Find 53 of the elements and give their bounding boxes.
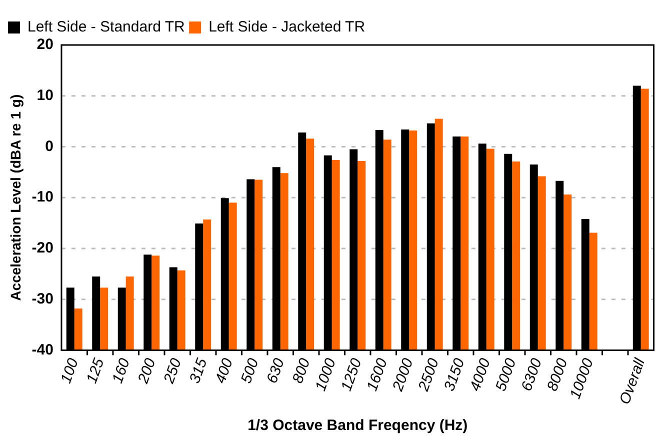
y-tick-label: -10 bbox=[32, 188, 54, 206]
bar bbox=[126, 276, 134, 350]
x-tick-label: 3150 bbox=[440, 356, 469, 394]
x-tick-label: 1250 bbox=[338, 356, 366, 394]
x-tick-label: 2000 bbox=[389, 356, 418, 394]
legend-label: Left Side - Standard TR bbox=[28, 18, 185, 36]
y-tick-label: -40 bbox=[32, 341, 54, 358]
x-tick-label: 315 bbox=[186, 356, 212, 386]
y-tick-label: -20 bbox=[32, 240, 54, 257]
bar bbox=[589, 232, 598, 350]
x-tick-label: 160 bbox=[109, 356, 134, 386]
bar bbox=[254, 180, 263, 350]
bar bbox=[409, 130, 418, 350]
x-tick-label: 125 bbox=[83, 356, 108, 386]
bar bbox=[640, 88, 649, 350]
bar bbox=[383, 140, 392, 350]
y-tick-label: 0 bbox=[45, 138, 54, 155]
bar bbox=[434, 118, 443, 350]
bar bbox=[358, 160, 366, 350]
bar bbox=[460, 136, 469, 350]
x-tick-label: 100 bbox=[58, 356, 82, 386]
x-tick-label: Overall bbox=[616, 356, 649, 407]
x-tick-label: 2500 bbox=[414, 356, 443, 394]
x-tick-label: 630 bbox=[264, 356, 288, 386]
bar bbox=[228, 202, 237, 350]
bar bbox=[280, 173, 288, 350]
bar bbox=[332, 160, 340, 350]
x-tick-label: 5000 bbox=[492, 356, 520, 394]
bar bbox=[306, 138, 314, 350]
bar bbox=[177, 270, 186, 350]
x-axis-title: 1/3 Octave Band Freqency (Hz) bbox=[248, 417, 468, 434]
bar bbox=[564, 194, 572, 350]
x-tick-label: 500 bbox=[238, 356, 263, 386]
bar bbox=[203, 219, 212, 350]
x-tick-label: 4000 bbox=[466, 356, 494, 394]
bar bbox=[512, 161, 520, 350]
bar bbox=[538, 176, 546, 350]
x-tick-label: 1600 bbox=[364, 356, 392, 394]
y-tick-label: 20 bbox=[36, 36, 54, 54]
bar bbox=[74, 308, 82, 350]
x-tick-label: 6300 bbox=[518, 356, 546, 394]
legend-label: Left Side - Jacketed TR bbox=[208, 18, 366, 36]
x-tick-label: 800 bbox=[289, 356, 314, 386]
y-axis-title: Acceleration Level (dBA re 1 g) bbox=[7, 94, 24, 301]
x-tick-label: 250 bbox=[160, 356, 186, 387]
bar bbox=[100, 288, 108, 350]
x-tick-label: 1000 bbox=[312, 356, 340, 394]
bar bbox=[152, 256, 160, 350]
x-tick-label: 200 bbox=[134, 356, 160, 387]
x-tick-label: 400 bbox=[212, 356, 237, 386]
y-tick-label: -30 bbox=[32, 290, 54, 308]
bar bbox=[486, 148, 494, 350]
y-tick-label: 10 bbox=[36, 87, 54, 104]
